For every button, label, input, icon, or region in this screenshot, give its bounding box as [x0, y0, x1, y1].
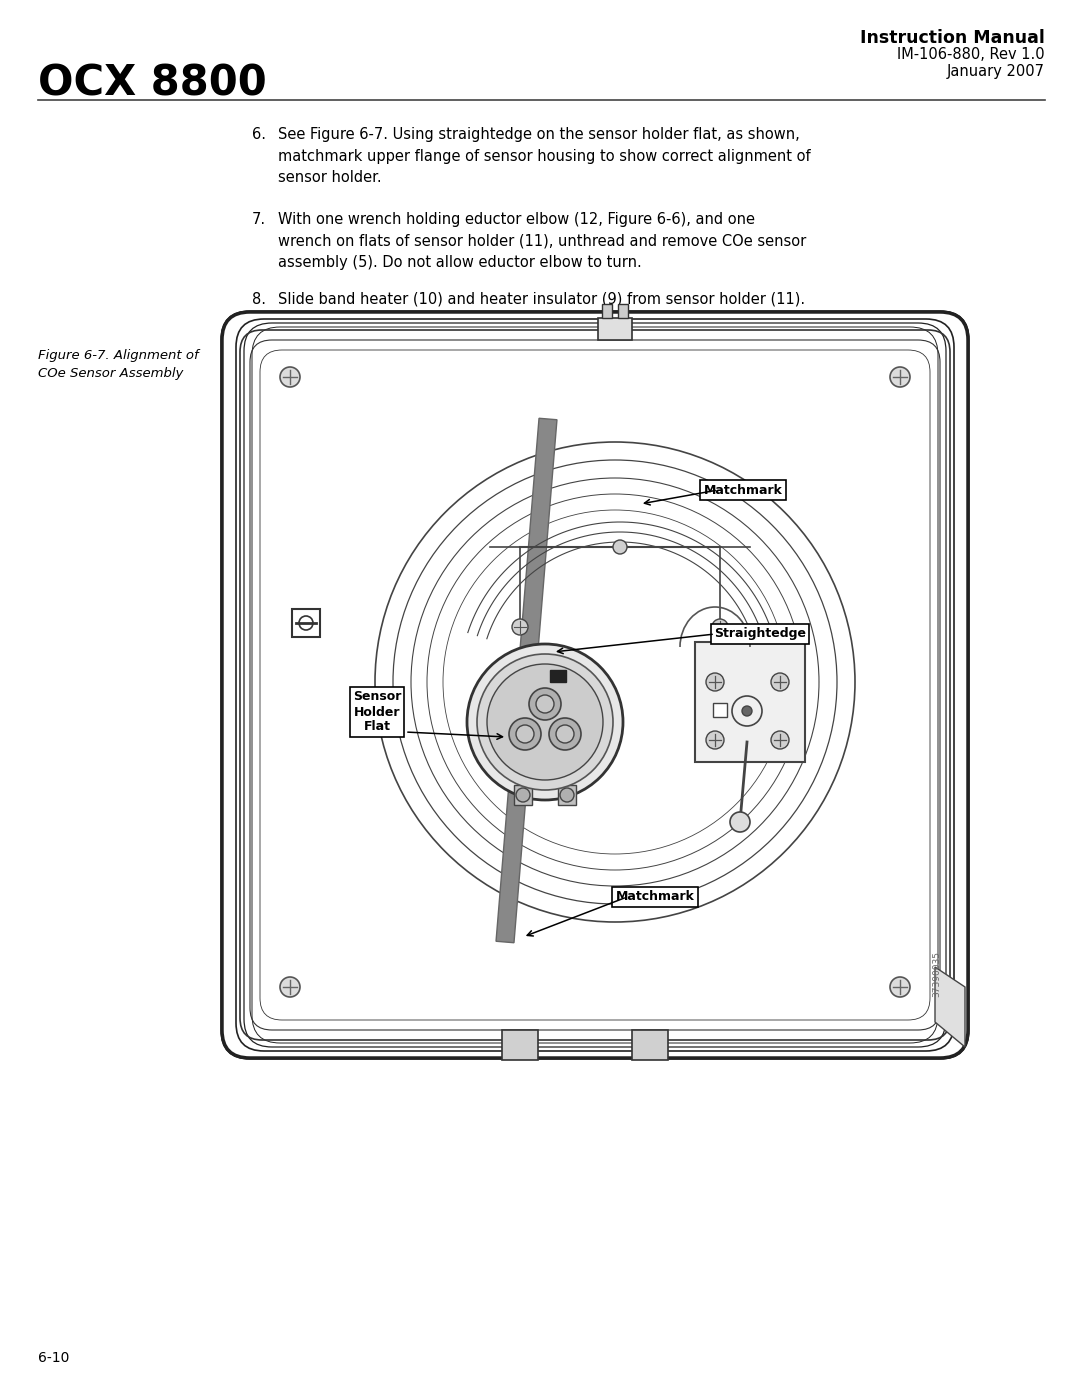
Text: Slide band heater (10) and heater insulator (9) from sensor holder (11).: Slide band heater (10) and heater insula… [278, 292, 805, 307]
Text: COe Sensor Assembly: COe Sensor Assembly [38, 367, 184, 380]
Circle shape [706, 673, 724, 692]
Text: Straightedge: Straightedge [714, 627, 806, 640]
Circle shape [771, 673, 789, 692]
Circle shape [536, 694, 554, 712]
Circle shape [487, 664, 603, 780]
Circle shape [280, 367, 300, 387]
Text: With one wrench holding eductor elbow (12, Figure 6-6), and one
wrench on flats : With one wrench holding eductor elbow (1… [278, 212, 807, 270]
Bar [713, 703, 727, 717]
Circle shape [556, 725, 573, 743]
Text: 6.: 6. [252, 127, 266, 142]
Circle shape [516, 788, 530, 802]
Circle shape [549, 718, 581, 750]
Bar [618, 305, 627, 319]
Circle shape [706, 731, 724, 749]
FancyBboxPatch shape [222, 312, 968, 1058]
Circle shape [477, 654, 613, 789]
Polygon shape [935, 967, 966, 1046]
Circle shape [516, 725, 534, 743]
Circle shape [512, 619, 528, 636]
Text: 6-10: 6-10 [38, 1351, 69, 1365]
Circle shape [890, 367, 910, 387]
Text: Matchmark: Matchmark [703, 483, 782, 496]
Text: 37390035: 37390035 [932, 951, 941, 997]
Text: Instruction Manual: Instruction Manual [860, 29, 1045, 47]
Bar [602, 305, 612, 319]
Circle shape [730, 812, 750, 833]
Bar [502, 1030, 538, 1060]
Circle shape [742, 705, 752, 717]
Polygon shape [496, 418, 557, 943]
FancyBboxPatch shape [222, 312, 968, 1058]
Circle shape [280, 977, 300, 997]
Text: OCX 8800: OCX 8800 [38, 61, 267, 103]
Text: 7.: 7. [252, 212, 266, 226]
Text: Matchmark: Matchmark [616, 890, 694, 904]
Bar [292, 609, 320, 637]
Circle shape [771, 731, 789, 749]
Circle shape [467, 644, 623, 800]
Text: See Figure 6-7. Using straightedge on the sensor holder flat, as shown,
matchmar: See Figure 6-7. Using straightedge on th… [278, 127, 811, 186]
Bar [558, 785, 576, 805]
Circle shape [712, 619, 728, 636]
Text: Sensor
Holder
Flat: Sensor Holder Flat [353, 690, 401, 733]
Bar [550, 671, 566, 682]
Text: IM-106-880, Rev 1.0: IM-106-880, Rev 1.0 [897, 47, 1045, 61]
Circle shape [509, 718, 541, 750]
Circle shape [561, 788, 573, 802]
Circle shape [613, 541, 627, 555]
Text: January 2007: January 2007 [947, 64, 1045, 80]
Bar [598, 319, 632, 339]
Bar [514, 785, 532, 805]
Circle shape [529, 687, 561, 719]
Bar [696, 643, 805, 761]
Text: 8.: 8. [252, 292, 266, 307]
Bar [632, 1030, 669, 1060]
Text: Figure 6-7. Alignment of: Figure 6-7. Alignment of [38, 349, 199, 362]
Circle shape [890, 977, 910, 997]
